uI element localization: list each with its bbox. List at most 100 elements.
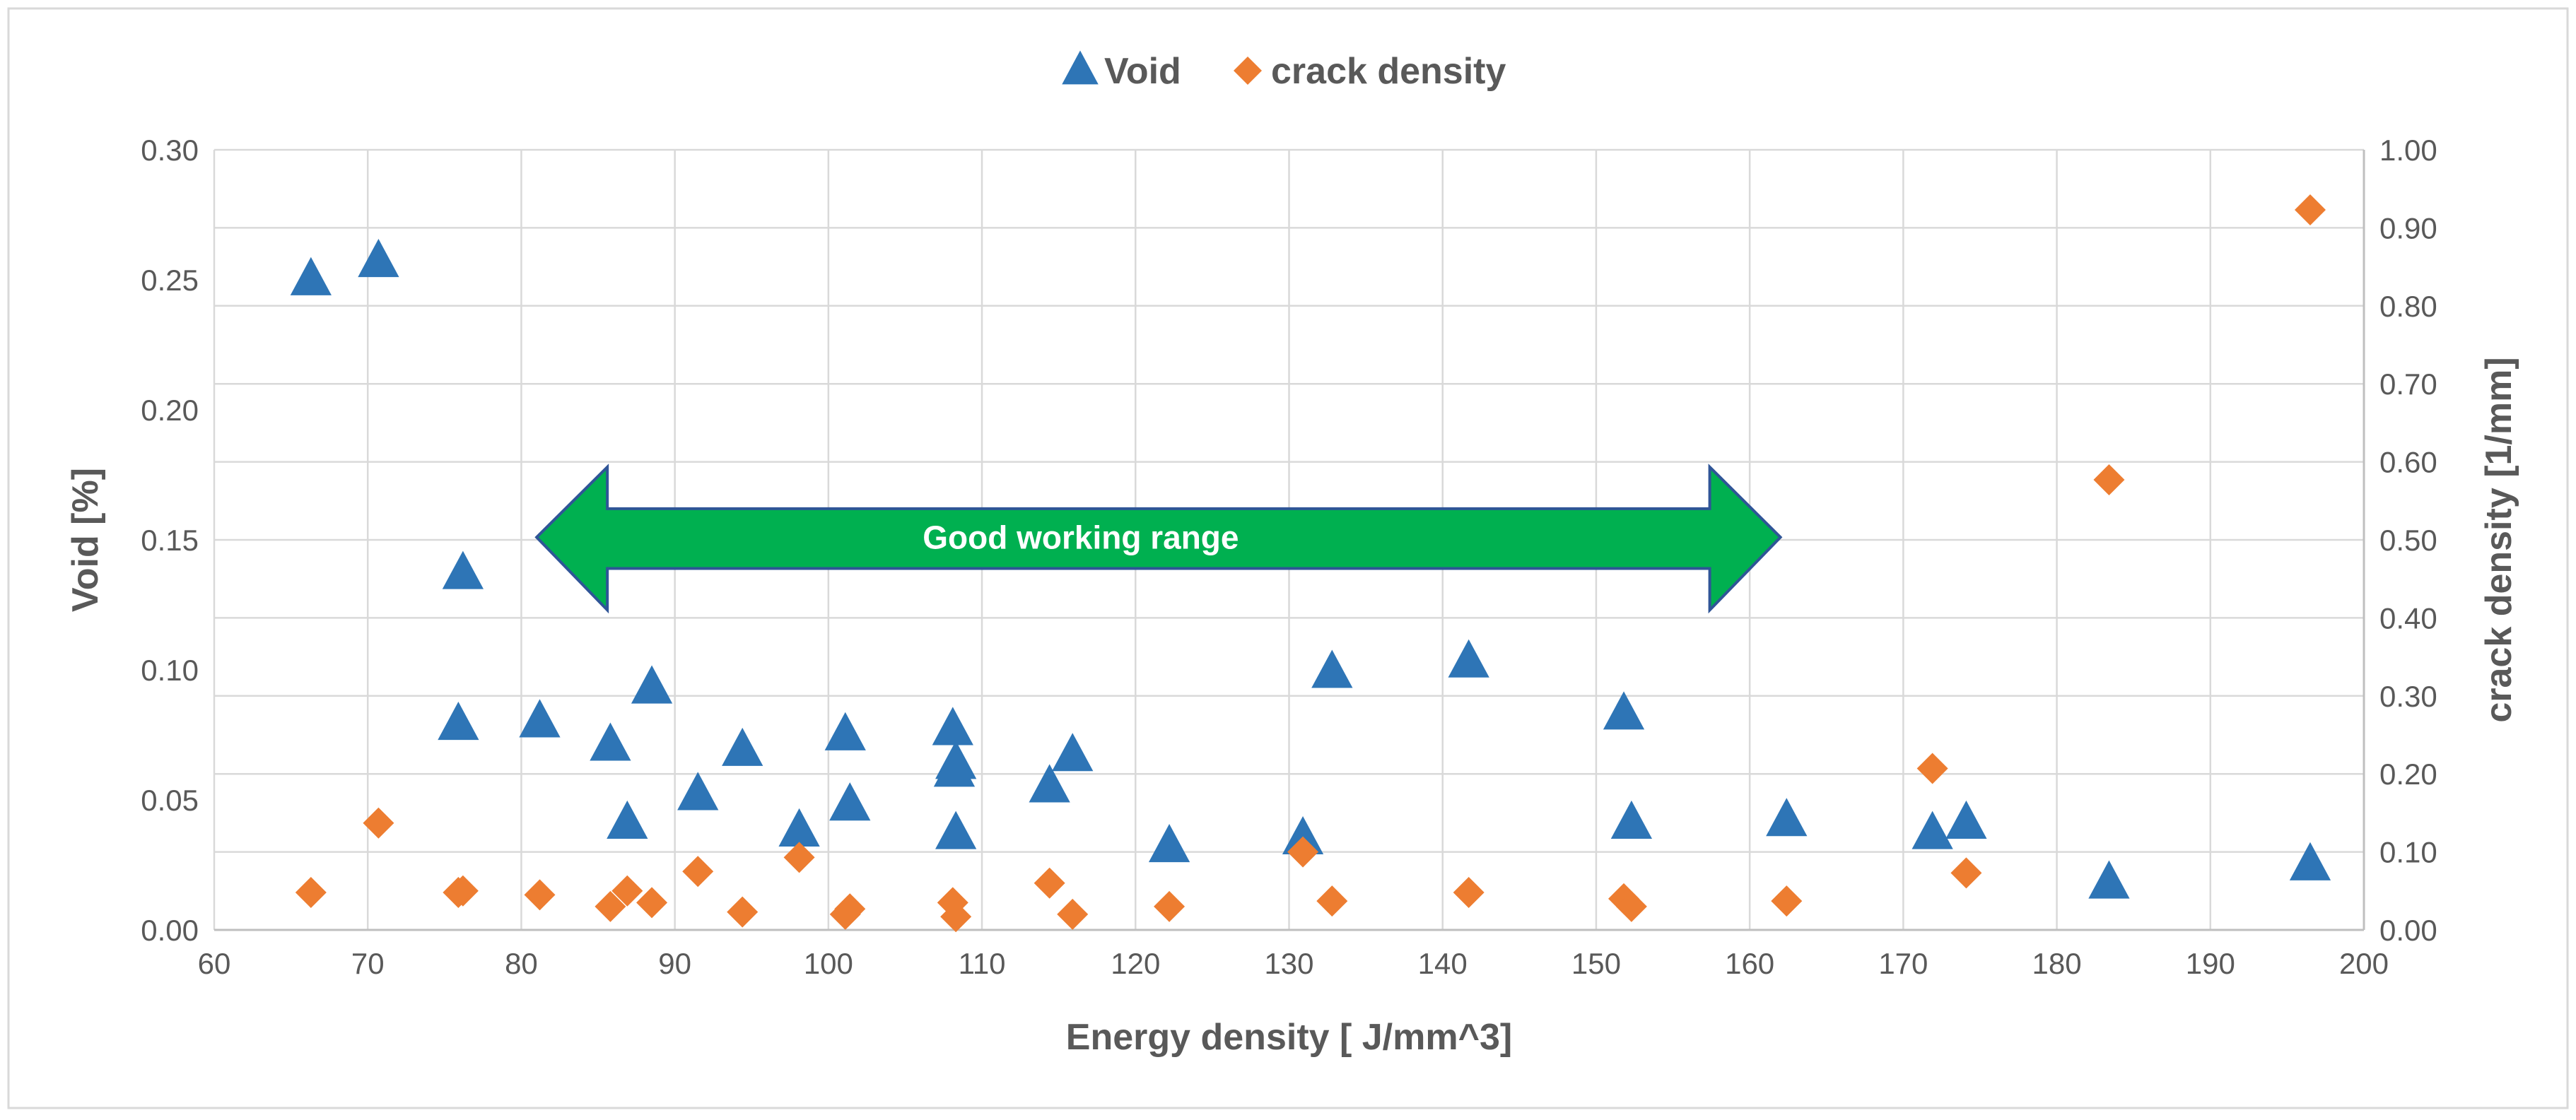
working-range-label: Good working range	[923, 519, 1239, 555]
void-point	[829, 782, 871, 821]
void-point	[1148, 824, 1190, 863]
void-point	[1603, 691, 1645, 730]
void-point	[442, 550, 484, 589]
legend-crack-label: crack density	[1271, 51, 1506, 92]
x-tick-label: 200	[2339, 947, 2389, 980]
void-point	[607, 800, 648, 839]
y2-tick-label: 0.30	[2379, 680, 2437, 713]
axes: 60 70 80 90 100 110 120 130 140 150 160 170 180 190 20…	[65, 134, 2519, 1058]
crack-density-point	[636, 887, 668, 919]
annotations: Good working range	[534, 464, 1783, 614]
x-tick-label: 140	[1418, 947, 1468, 980]
y2-tick-label: 0.50	[2379, 524, 2437, 557]
void-point	[1911, 810, 1953, 849]
y-tick-label: 0.00	[141, 914, 199, 947]
x-tick-label: 130	[1264, 947, 1313, 980]
y2-axis-title: crack density [1/mm]	[2478, 357, 2519, 722]
legend-void-label: Void	[1104, 51, 1181, 92]
x-tick-label: 90	[658, 947, 691, 980]
crack-density-point	[1154, 890, 1185, 922]
void-point	[2088, 860, 2130, 899]
crack-density-point	[727, 896, 759, 928]
y-tick-label: 0.10	[141, 654, 199, 687]
crack-density-point	[682, 856, 714, 888]
crack-density-point	[1453, 877, 1485, 909]
void-point	[778, 808, 820, 847]
y-tick-label: 0.15	[141, 524, 199, 557]
crack-density-point	[1771, 885, 1803, 917]
y-tick-label: 0.30	[141, 134, 199, 167]
void-point	[1448, 639, 1489, 678]
void-point	[1052, 733, 1094, 772]
legend-crack-marker	[1234, 57, 1262, 85]
void-point	[1945, 800, 1987, 839]
crack-density-point	[611, 875, 643, 907]
y-tick-label: 0.25	[141, 264, 199, 297]
x-tick-label: 120	[1111, 947, 1160, 980]
y2-tick-label: 0.80	[2379, 290, 2437, 323]
legend: Void crack density	[1062, 50, 1506, 92]
void-point	[1282, 815, 1324, 855]
void-point	[590, 722, 631, 761]
crack-density-point	[834, 893, 866, 925]
crack-density-point	[1316, 885, 1348, 917]
crack-density-point	[1950, 857, 1982, 889]
void-point	[438, 702, 479, 741]
y-axis-title: Void [%]	[65, 468, 106, 612]
crack-density-point	[783, 842, 815, 873]
x-tick-label: 160	[1725, 947, 1774, 980]
x-tick-label: 70	[351, 947, 385, 980]
x-tick-label: 110	[959, 947, 1006, 980]
void-point	[722, 727, 763, 766]
crack-density-point	[295, 877, 327, 909]
crack-density-point	[524, 879, 556, 911]
void-point	[824, 712, 866, 750]
crack-density-point	[363, 807, 394, 839]
y2-tick-label: 0.20	[2379, 758, 2437, 791]
x-tick-label: 180	[2032, 947, 2082, 980]
x-tick-label: 170	[1878, 947, 1928, 980]
void-point	[1766, 798, 1808, 837]
x-tick-label: 100	[804, 947, 853, 980]
void-point	[932, 707, 973, 745]
y-tick-label: 0.20	[141, 394, 199, 427]
y2-tick-label: 1.00	[2379, 134, 2437, 167]
crack-density-point	[595, 890, 626, 922]
crack-density-point	[2294, 194, 2326, 226]
void-point	[519, 699, 561, 738]
void-point	[677, 772, 719, 810]
void-point	[935, 810, 977, 849]
void-point	[1029, 764, 1070, 803]
y-tick-label: 0.05	[141, 784, 199, 817]
crack-density-point	[2093, 464, 2125, 495]
x-tick-label: 190	[2186, 947, 2235, 980]
void-point	[631, 665, 673, 704]
x-tick-label: 60	[198, 947, 231, 980]
working-range-arrow	[534, 464, 1783, 614]
crack-density-point	[940, 901, 972, 933]
crack-density-point	[1034, 867, 1065, 899]
crack-density-point	[1916, 753, 1948, 784]
y2-tick-label: 0.10	[2379, 836, 2437, 869]
y2-tick-label: 0.70	[2379, 367, 2437, 401]
legend-void-marker	[1062, 50, 1099, 85]
series	[290, 194, 2331, 933]
y2-tick-label: 0.40	[2379, 601, 2437, 635]
x-axis-title: Energy density [ J/mm^3]	[1066, 1017, 1512, 1058]
x-tick-label: 80	[505, 947, 538, 980]
void-point	[2289, 842, 2331, 880]
y2-tick-label: 0.00	[2379, 914, 2437, 947]
void-point	[290, 257, 332, 295]
y2-tick-label: 0.90	[2379, 211, 2437, 244]
void-point	[358, 239, 399, 278]
crack-density-point	[1057, 898, 1089, 930]
crack-density-point	[1615, 890, 1647, 922]
void-point	[935, 741, 977, 779]
x-tick-label: 150	[1571, 947, 1621, 980]
void-point	[1610, 800, 1653, 839]
crack-density-point	[1287, 836, 1319, 868]
y2-tick-label: 0.60	[2379, 446, 2437, 479]
void-point	[1311, 649, 1353, 688]
